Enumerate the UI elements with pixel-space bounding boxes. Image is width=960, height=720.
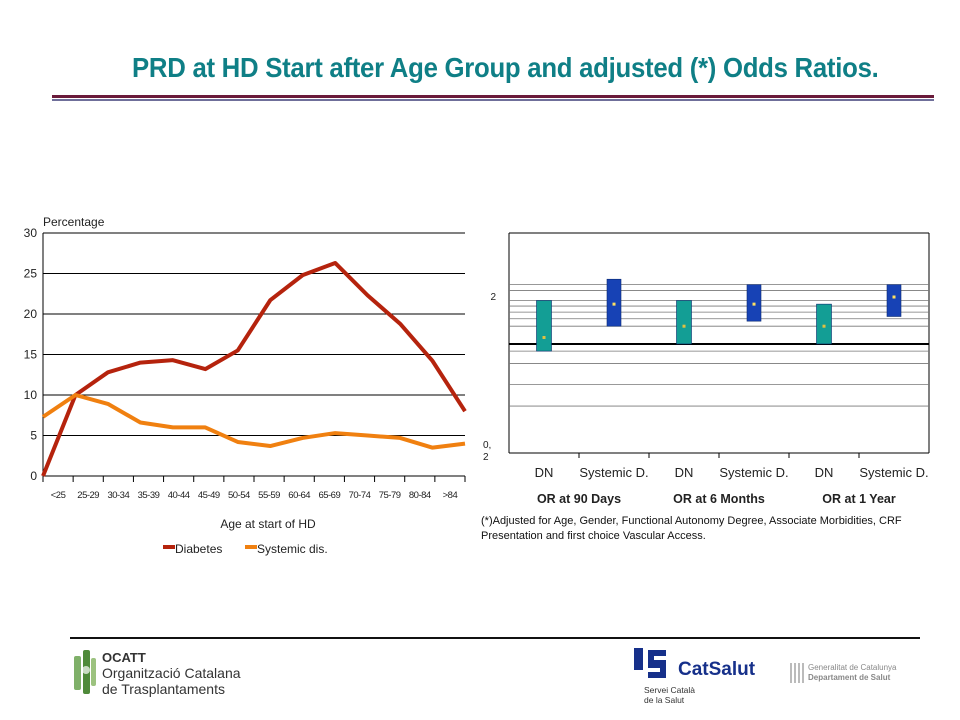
- x-axis-label: Age at start of HD: [220, 517, 316, 531]
- point-estimate: [682, 324, 686, 328]
- ocatt-logo: OCATT Organització Catalana de Trasplant…: [72, 648, 282, 700]
- generalitat-mark-icon: [790, 663, 804, 683]
- x-tick-label: 65-69: [318, 490, 340, 501]
- y-axis-label: Percentage: [43, 215, 105, 229]
- y-tick-label: 2: [490, 292, 496, 303]
- generalitat-line-2: Departament de Salut: [808, 673, 891, 682]
- title-rule-shadow: [52, 99, 934, 101]
- x-tick-label: Systemic D.: [579, 465, 648, 480]
- catsalut-logo: CatSalut Servei Català de la Salut: [632, 644, 782, 705]
- ocatt-name-line-2: de Trasplantaments: [102, 681, 225, 697]
- x-tick-label: DN: [535, 465, 554, 480]
- x-tick-label: 55-59: [258, 490, 280, 501]
- point-estimate: [752, 302, 756, 306]
- catsalut-mark-icon: [634, 648, 666, 678]
- catsalut-subtitle-2: de la Salut: [644, 695, 685, 705]
- point-estimate: [542, 336, 546, 340]
- y-tick-label: 30: [24, 226, 38, 240]
- catsalut-subtitle-1: Servei Català: [644, 685, 696, 695]
- point-estimate: [612, 302, 616, 306]
- x-tick-label: 75-79: [379, 490, 401, 501]
- group-label: OR at 90 Days: [537, 492, 621, 506]
- legend-swatch: [163, 545, 175, 549]
- y-tick-label: 5: [30, 429, 37, 443]
- x-tick-label: 50-54: [228, 490, 250, 501]
- x-tick-label: 35-39: [138, 490, 160, 501]
- x-tick-label: 70-74: [349, 490, 371, 501]
- footer-rule: [70, 637, 920, 639]
- catsalut-name: CatSalut: [678, 659, 756, 680]
- line-chart: 0 5 10 15 20 25 30 Percentage <25 25-29 30-34 35-39…: [24, 215, 467, 556]
- interval-bar: [886, 284, 902, 317]
- x-tick-label: 60-64: [288, 490, 310, 501]
- title-rule: [52, 95, 934, 98]
- x-tick-label: 30-34: [107, 490, 129, 501]
- y-tick-label: 2: [483, 452, 489, 463]
- interval-bar: [816, 303, 832, 345]
- x-tick-label: 25-29: [77, 490, 99, 501]
- y-tick-label: 0: [30, 469, 37, 483]
- series-line: [41, 393, 466, 450]
- x-tick-label: 80-84: [409, 490, 431, 501]
- x-tick-label: Systemic D.: [719, 465, 788, 480]
- ocatt-acronym: OCATT: [102, 650, 146, 665]
- generalitat-line-1: Generalitat de Catalunya: [808, 663, 897, 672]
- x-tick-label: DN: [675, 465, 694, 480]
- x-tick-label: 40-44: [168, 490, 190, 501]
- y-tick-label: 20: [24, 307, 38, 321]
- group-label: OR at 1 Year: [822, 492, 896, 506]
- group-label: OR at 6 Months: [673, 492, 765, 506]
- ocatt-name-line-1: Organització Catalana: [102, 665, 241, 681]
- ocatt-mark-icon: [74, 650, 96, 694]
- point-estimate: [822, 324, 826, 328]
- interval-bar: [676, 300, 692, 345]
- x-tick-label: <25: [51, 490, 66, 501]
- page-title: PRD at HD Start after Age Group and adju…: [132, 52, 879, 83]
- interval-bar: [536, 300, 552, 352]
- y-tick-label: 15: [24, 348, 38, 362]
- legend-label: Diabetes: [175, 542, 222, 556]
- point-estimate: [892, 295, 896, 299]
- legend-swatch: [245, 545, 257, 549]
- generalitat-logo: Generalitat de Catalunya Departament de …: [790, 663, 930, 687]
- y-tick-label: 0,: [483, 440, 491, 451]
- legend-label: Systemic dis.: [257, 542, 328, 556]
- x-tick-label: 45-49: [198, 490, 220, 501]
- x-tick-label: DN: [815, 465, 834, 480]
- y-tick-label: 25: [24, 267, 38, 281]
- adjustment-note: (*)Adjusted for Age, Gender, Functional …: [481, 515, 902, 542]
- series-line: [41, 260, 467, 477]
- x-tick-label: Systemic D.: [859, 465, 928, 480]
- x-tick-label: >84: [443, 490, 458, 501]
- y-tick-label: 10: [24, 388, 38, 402]
